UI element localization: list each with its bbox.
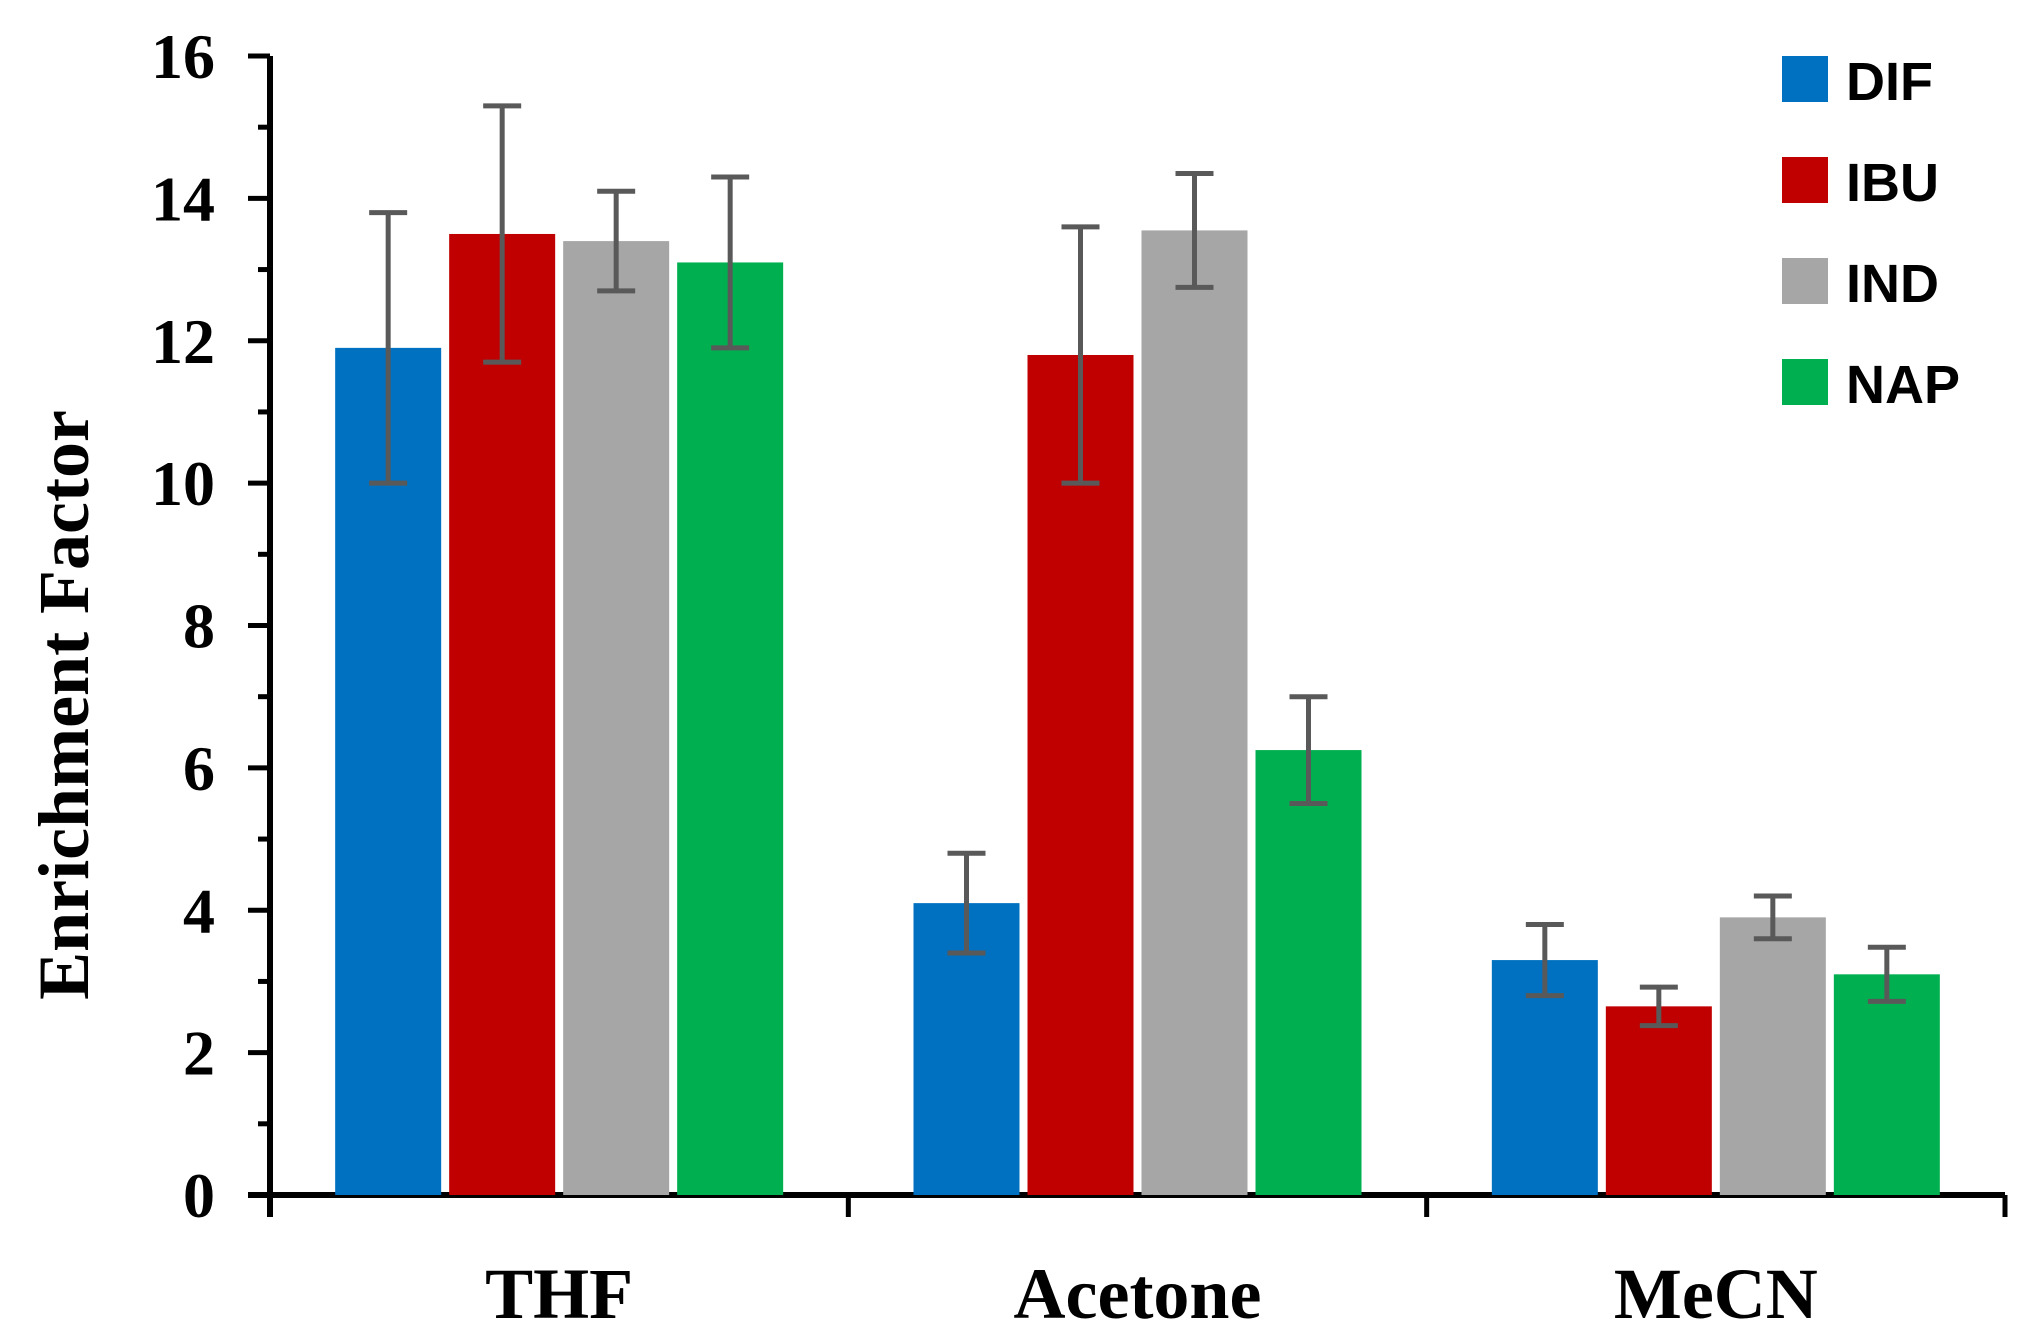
bar-ibu-mecn: [1605, 1006, 1712, 1195]
x-category-label: THF: [485, 1254, 633, 1334]
y-tick-label: 10: [151, 448, 215, 519]
bar-ibu-thf: [449, 233, 556, 1195]
legend-swatch-nap: [1782, 359, 1828, 405]
y-tick-label: 16: [151, 21, 215, 92]
labels-layer: 0 2 4 6 8 10 12 14 16 THF Acetone MeCN: [151, 21, 1818, 1334]
legend-label-ibu: IBU: [1846, 153, 1939, 213]
y-tick-label: 8: [183, 591, 215, 662]
x-category-label: MeCN: [1614, 1254, 1818, 1334]
legend: DIF IBU IND NAP: [1782, 52, 1960, 415]
legend-swatch-ibu: [1782, 157, 1828, 203]
bar-nap-mecn: [1833, 974, 1940, 1195]
bar-ibu-acetone: [1027, 354, 1134, 1195]
y-tick-label: 0: [183, 1160, 215, 1231]
bar-dif-mecn: [1491, 960, 1598, 1195]
y-tick-label: 2: [183, 1018, 215, 1089]
legend-label-dif: DIF: [1846, 52, 1933, 112]
bars-layer: [335, 230, 1940, 1196]
bar-ind-mecn: [1719, 917, 1826, 1195]
error-bars-layer: [369, 103, 1906, 1029]
legend-label-ind: IND: [1846, 254, 1939, 314]
bar-dif-thf: [335, 347, 442, 1195]
y-tick-label: 14: [151, 163, 215, 234]
legend-swatch-ind: [1782, 258, 1828, 304]
y-tick-label: 6: [183, 733, 215, 804]
legend-swatch-dif: [1782, 56, 1828, 102]
y-tick-label: 4: [183, 875, 215, 946]
bar-nap-thf: [677, 262, 784, 1196]
x-category-label: Acetone: [1014, 1254, 1262, 1334]
legend-label-nap: NAP: [1846, 355, 1960, 415]
bar-ind-acetone: [1141, 230, 1248, 1196]
y-axis-title: Enrichment Factor: [24, 410, 104, 1000]
y-tick-label: 12: [151, 306, 215, 377]
bar-ind-thf: [563, 241, 670, 1195]
bar-nap-acetone: [1255, 750, 1362, 1195]
